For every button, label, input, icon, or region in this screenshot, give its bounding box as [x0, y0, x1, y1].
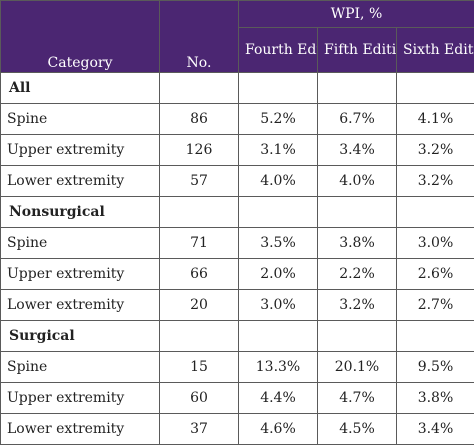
- header-wpi: WPI, %: [238, 0, 474, 28]
- row-number: 15: [159, 351, 239, 383]
- row-sixth: 3.4%: [396, 413, 474, 445]
- table-row: Lower extremity 20 3.0% 3.2% 2.7%: [0, 289, 474, 321]
- row-number: 37: [159, 413, 239, 445]
- group-label: All: [0, 72, 160, 104]
- row-category: Upper extremity: [0, 382, 160, 414]
- group-row-nonsurgical: Nonsurgical: [0, 196, 474, 228]
- row-fifth: 4.0%: [317, 165, 397, 197]
- row-sixth: 3.2%: [396, 165, 474, 197]
- row-category: Upper extremity: [0, 258, 160, 290]
- table-row: Spine 86 5.2% 6.7% 4.1%: [0, 103, 474, 135]
- row-category: Spine: [0, 351, 160, 383]
- row-sixth: 2.6%: [396, 258, 474, 290]
- row-number: 126: [159, 134, 239, 166]
- header-fourth-edition: Fourth Edition: [238, 27, 318, 73]
- row-fourth: 4.6%: [238, 413, 318, 445]
- table-row: Upper extremity 60 4.4% 4.7% 3.8%: [0, 382, 474, 414]
- row-sixth: 3.8%: [396, 382, 474, 414]
- row-sixth: 3.0%: [396, 227, 474, 259]
- row-fourth: 4.4%: [238, 382, 318, 414]
- row-category: Lower extremity: [0, 289, 160, 321]
- row-fifth: 3.4%: [317, 134, 397, 166]
- row-sixth: 3.2%: [396, 134, 474, 166]
- header-category: Category: [0, 0, 160, 73]
- header-number: No.: [159, 0, 239, 73]
- row-fifth: 3.8%: [317, 227, 397, 259]
- group-label: Surgical: [0, 320, 160, 352]
- row-fourth: 4.0%: [238, 165, 318, 197]
- row-fifth: 20.1%: [317, 351, 397, 383]
- row-category: Lower extremity: [0, 165, 160, 197]
- row-fourth: 2.0%: [238, 258, 318, 290]
- row-number: 60: [159, 382, 239, 414]
- row-number: 86: [159, 103, 239, 135]
- row-number: 66: [159, 258, 239, 290]
- row-fifth: 4.7%: [317, 382, 397, 414]
- row-fourth: 3.5%: [238, 227, 318, 259]
- row-category: Spine: [0, 227, 160, 259]
- group-label: Nonsurgical: [0, 196, 160, 228]
- table-row: Upper extremity 66 2.0% 2.2% 2.6%: [0, 258, 474, 290]
- header-sixth-edition: Sixth Edition: [396, 27, 474, 73]
- group-row-all: All: [0, 72, 474, 104]
- row-category: Lower extremity: [0, 413, 160, 445]
- row-sixth: 9.5%: [396, 351, 474, 383]
- row-fourth: 5.2%: [238, 103, 318, 135]
- table-header: Category No. WPI, % Fourth Edition Fifth…: [0, 0, 474, 73]
- row-fifth: 3.2%: [317, 289, 397, 321]
- table-row: Spine 15 13.3% 20.1% 9.5%: [0, 351, 474, 383]
- row-sixth: 2.7%: [396, 289, 474, 321]
- row-category: Spine: [0, 103, 160, 135]
- row-sixth: 4.1%: [396, 103, 474, 135]
- table-row: Spine 71 3.5% 3.8% 3.0%: [0, 227, 474, 259]
- group-row-surgical: Surgical: [0, 320, 474, 352]
- row-fourth: 3.1%: [238, 134, 318, 166]
- row-fourth: 3.0%: [238, 289, 318, 321]
- row-fifth: 2.2%: [317, 258, 397, 290]
- table-row: Lower extremity 57 4.0% 4.0% 3.2%: [0, 165, 474, 197]
- row-category: Upper extremity: [0, 134, 160, 166]
- row-fifth: 4.5%: [317, 413, 397, 445]
- table-body: All Spine 86 5.2% 6.7% 4.1% Upper extrem…: [0, 72, 474, 445]
- row-fifth: 6.7%: [317, 103, 397, 135]
- row-number: 57: [159, 165, 239, 197]
- row-number: 71: [159, 227, 239, 259]
- header-fifth-edition: Fifth Edition: [317, 27, 397, 73]
- row-number: 20: [159, 289, 239, 321]
- table-row: Lower extremity 37 4.6% 4.5% 3.4%: [0, 413, 474, 445]
- row-fourth: 13.3%: [238, 351, 318, 383]
- table-row: Upper extremity 126 3.1% 3.4% 3.2%: [0, 134, 474, 166]
